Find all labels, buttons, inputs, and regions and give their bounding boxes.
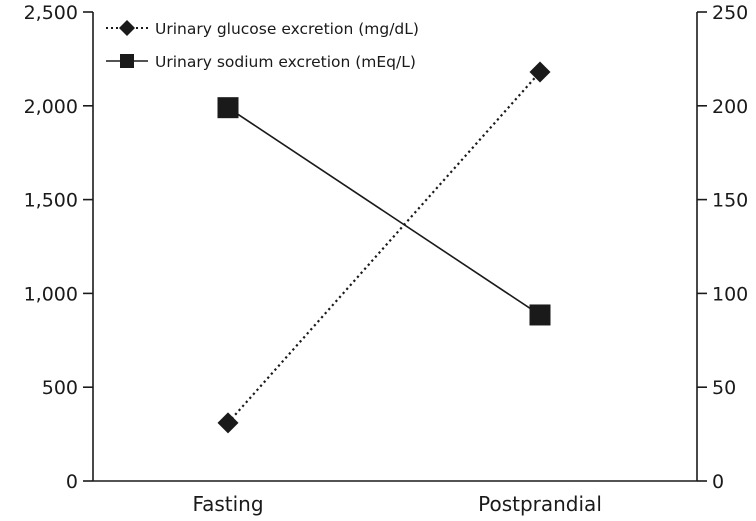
y-right-tick-label: 0 (712, 471, 724, 493)
x-category-label: Postprandial (478, 492, 602, 516)
series-line (227, 107, 541, 316)
y-left-tick-label: 0 (66, 471, 78, 493)
legend: Urinary glucose excretion (mg/dL) Urinary… (106, 20, 419, 71)
y-right-tick-label: 50 (712, 377, 736, 399)
diamond-marker (529, 61, 551, 83)
y-left-tick-label: 500 (42, 377, 78, 399)
y-left-tick-label: 1,500 (24, 190, 78, 212)
y-left-tick-label: 2,500 (24, 2, 78, 24)
series-sodium (217, 97, 551, 326)
y-left-tick-label: 1,000 (24, 283, 78, 305)
series-glucose (217, 61, 551, 434)
legend-item: Urinary sodium excretion (mEq/L) (106, 53, 416, 71)
x-category-label: Fasting (192, 492, 263, 516)
diamond-marker (119, 20, 135, 36)
square-marker (217, 97, 239, 119)
series-line (227, 71, 541, 424)
y-right-tick-label: 250 (712, 2, 748, 24)
legend-label: Urinary glucose excretion (mg/dL) (155, 20, 419, 38)
square-marker (529, 304, 551, 326)
axes: 0 500 1,000 1,500 2,000 2,500 0 50 100 150 200 250 F… (24, 2, 749, 516)
legend-item: Urinary glucose excretion (mg/dL) (106, 20, 419, 38)
legend-label: Urinary sodium excretion (mEq/L) (155, 53, 416, 71)
y-right-tick-label: 100 (712, 283, 748, 305)
square-marker (120, 54, 134, 68)
series (217, 61, 551, 434)
diamond-marker (217, 412, 239, 434)
y-right-tick-label: 200 (712, 96, 748, 118)
y-left-tick-label: 2,000 (24, 96, 78, 118)
y-right-tick-label: 150 (712, 190, 748, 212)
